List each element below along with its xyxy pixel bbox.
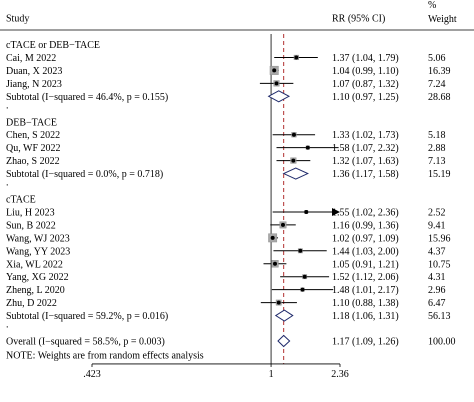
overall-label: Overall (I−squared = 58.5%, p = 0.003) [6, 337, 165, 348]
group-label: cTACE or DEB−TACE [6, 40, 100, 51]
study-name: Zhu, D 2022 [6, 298, 57, 309]
point-estimate [270, 235, 275, 240]
point-estimate [298, 248, 303, 253]
point-estimate [276, 300, 281, 305]
point-estimate [274, 81, 279, 86]
effect-estimate: 1.10 (0.88, 1.38) [332, 298, 399, 309]
study-name: Sun, B 2022 [6, 220, 56, 231]
study-name: Zheng, L 2020 [6, 285, 65, 296]
subtotal-weight: 56.13 [428, 311, 451, 322]
effect-estimate: 1.16 (0.99, 1.36) [332, 220, 399, 231]
effect-estimate: 1.37 (1.04, 1.79) [332, 53, 399, 64]
study-name: Wang, WJ 2023 [6, 233, 70, 244]
weight-value: 7.13 [428, 156, 446, 167]
subtotal-estimate: 1.36 (1.17, 1.58) [332, 169, 399, 180]
point-estimate [280, 222, 285, 227]
study-name: Xia, WL 2022 [6, 259, 63, 270]
weight-value: 16.39 [428, 66, 451, 77]
subtotal-diamond [274, 309, 294, 322]
weight-value: 5.06 [428, 53, 446, 64]
effect-estimate: 1.32 (1.07, 1.63) [332, 156, 399, 167]
point-estimate [304, 209, 309, 214]
effect-estimate: 1.02 (0.97, 1.09) [332, 233, 399, 244]
weight-value: 10.75 [428, 259, 451, 270]
note-text: NOTE: Weights are from random effects an… [6, 350, 204, 361]
study-name: Zhao, S 2022 [6, 156, 60, 167]
point-estimate [272, 261, 277, 266]
effect-estimate: 1.05 (0.91, 1.21) [332, 259, 399, 270]
effect-estimate: 1.55 (1.02, 2.36) [332, 207, 399, 218]
point-estimate [305, 145, 310, 150]
study-name: Chen, S 2022 [6, 130, 60, 141]
subtotal-label: Subtotal (I−squared = 46.4%, p = 0.155) [6, 92, 168, 103]
weight-value: 4.31 [428, 272, 446, 283]
point-estimate [291, 132, 296, 137]
point-estimate [300, 287, 305, 292]
point-estimate [291, 158, 296, 163]
study-name: Liu, H 2023 [6, 207, 55, 218]
weight-value: 6.47 [428, 298, 446, 309]
subtotal-diamond [267, 90, 291, 103]
weight-value: 15.96 [428, 233, 451, 244]
weight-value: 2.96 [428, 285, 446, 296]
subtotal-weight: 28.68 [428, 92, 451, 103]
x-tick-label: 2.36 [331, 369, 349, 380]
study-name: Jiang, N 2023 [6, 79, 62, 90]
header-study: Study [6, 14, 29, 25]
subtotal-diamond [282, 167, 309, 180]
subtotal-estimate: 1.18 (1.06, 1.31) [332, 311, 399, 322]
point-estimate [272, 68, 277, 73]
weight-value: 4.37 [428, 246, 446, 257]
study-name: Duan, X 2023 [6, 66, 62, 77]
x-tick-label: 1 [269, 369, 274, 380]
study-name: Yang, XG 2022 [6, 272, 69, 283]
header-weight: Weight [428, 14, 457, 25]
weight-value: 2.52 [428, 207, 446, 218]
group-label: DEB−TACE [6, 117, 57, 128]
overall-estimate: 1.17 (1.09, 1.26) [332, 337, 399, 348]
effect-estimate: 1.33 (1.02, 1.73) [332, 130, 399, 141]
study-name: Qu, WF 2022 [6, 143, 61, 154]
overall-diamond [277, 334, 291, 348]
effect-estimate: 1.44 (1.03, 2.00) [332, 246, 399, 257]
study-name: Wang, YY 2023 [6, 246, 70, 257]
point-estimate [294, 55, 299, 60]
effect-estimate: 1.04 (0.99, 1.10) [332, 66, 399, 77]
subtotal-estimate: 1.10 (0.97, 1.25) [332, 92, 399, 103]
subtotal-weight: 15.19 [428, 169, 451, 180]
ci-arrow [332, 207, 340, 216]
x-tick-label: .423 [83, 369, 101, 380]
effect-estimate: 1.48 (1.01, 2.17) [332, 285, 399, 296]
weight-value: 9.41 [428, 220, 446, 231]
separator-dot: . [6, 100, 9, 111]
separator-dot: . [6, 178, 9, 189]
subtotal-label: Subtotal (I−squared = 0.0%, p = 0.718) [6, 169, 163, 180]
separator-dot: . [6, 320, 9, 331]
header-rr: RR (95% CI) [332, 14, 385, 25]
overall-weight: 100.00 [428, 337, 456, 348]
effect-estimate: 1.58 (1.07, 2.32) [332, 143, 399, 154]
header-weight-percent: % [428, 0, 436, 11]
weight-value: 7.24 [428, 79, 446, 90]
subtotal-label: Subtotal (I−squared = 59.2%, p = 0.016) [6, 311, 168, 322]
weight-value: 2.88 [428, 143, 446, 154]
effect-estimate: 1.52 (1.12, 2.06) [332, 272, 399, 283]
study-name: Cai, M 2022 [6, 53, 56, 64]
effect-estimate: 1.07 (0.87, 1.32) [332, 79, 399, 90]
group-label: cTACE [6, 195, 36, 206]
weight-value: 5.18 [428, 130, 446, 141]
point-estimate [302, 274, 307, 279]
